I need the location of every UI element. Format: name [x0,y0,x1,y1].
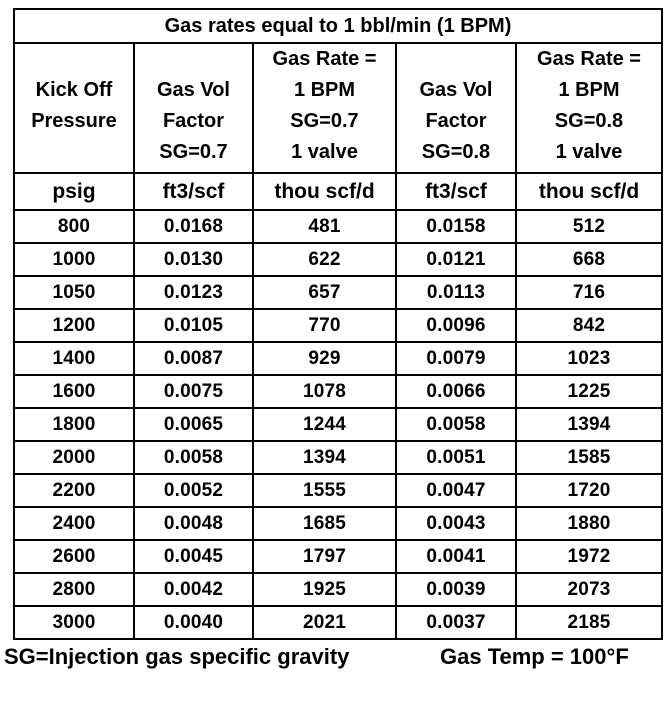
table-row: 1800 0.0065 1244 0.0058 1394 [13,407,663,442]
table-row: 3000 0.0040 2021 0.0037 2185 [13,605,663,640]
cell-rate-sg07: 481 [252,209,397,244]
cell-rate-sg07: 1078 [252,374,397,409]
cell-rate-sg08: 512 [515,209,663,244]
cell-gvf-sg08: 0.0058 [395,407,517,442]
unit-psig: psig [13,172,135,211]
col-header-gas-vol-factor-sg07: Gas Vol Factor SG=0.7 [133,42,254,174]
cell-rate-sg08: 1720 [515,473,663,508]
cell-gvf-sg08: 0.0158 [395,209,517,244]
cell-rate-sg08: 1394 [515,407,663,442]
cell-gvf-sg08: 0.0066 [395,374,517,409]
cell-gvf-sg07: 0.0040 [133,605,254,640]
cell-pressure: 1600 [13,374,135,409]
header-row: Kick Off Pressure Gas Vol Factor SG=0.7 … [13,42,663,174]
cell-rate-sg08: 1225 [515,374,663,409]
cell-gvf-sg07: 0.0048 [133,506,254,541]
cell-pressure: 2600 [13,539,135,574]
table-row: 1600 0.0075 1078 0.0066 1225 [13,374,663,409]
cell-gvf-sg07: 0.0058 [133,440,254,475]
table-row: 1000 0.0130 622 0.0121 668 [13,242,663,277]
cell-rate-sg07: 1555 [252,473,397,508]
cell-gvf-sg08: 0.0047 [395,473,517,508]
table-row: 800 0.0168 481 0.0158 512 [13,209,663,244]
cell-gvf-sg08: 0.0041 [395,539,517,574]
cell-gvf-sg08: 0.0113 [395,275,517,310]
col-header-gas-rate-sg08: Gas Rate = 1 BPM SG=0.8 1 valve [515,42,663,174]
footnote-row: SG=Injection gas specific gravity Gas Te… [4,644,672,670]
cell-rate-sg07: 929 [252,341,397,376]
cell-pressure: 1050 [13,275,135,310]
cell-rate-sg07: 2021 [252,605,397,640]
cell-pressure: 2200 [13,473,135,508]
cell-gvf-sg08: 0.0039 [395,572,517,607]
cell-pressure: 800 [13,209,135,244]
cell-rate-sg08: 1585 [515,440,663,475]
cell-rate-sg08: 2185 [515,605,663,640]
cell-pressure: 2800 [13,572,135,607]
cell-gvf-sg07: 0.0045 [133,539,254,574]
unit-thou-scfd-sg07: thou scf/d [252,172,397,211]
cell-gvf-sg07: 0.0087 [133,341,254,376]
gas-rates-table: Gas rates equal to 1 bbl/min (1 BPM) Kic… [13,8,663,640]
cell-gvf-sg08: 0.0096 [395,308,517,343]
cell-gvf-sg07: 0.0105 [133,308,254,343]
cell-rate-sg07: 1244 [252,407,397,442]
cell-gvf-sg07: 0.0130 [133,242,254,277]
cell-pressure: 2000 [13,440,135,475]
cell-pressure: 2400 [13,506,135,541]
table-row: 1200 0.0105 770 0.0096 842 [13,308,663,343]
table-row: 2800 0.0042 1925 0.0039 2073 [13,572,663,607]
cell-rate-sg07: 1797 [252,539,397,574]
col-header-gas-rate-sg07: Gas Rate = 1 BPM SG=0.7 1 valve [252,42,397,174]
cell-rate-sg08: 1972 [515,539,663,574]
cell-pressure: 1400 [13,341,135,376]
units-row: psig ft3/scf thou scf/d ft3/scf thou scf… [13,172,663,211]
cell-rate-sg08: 1880 [515,506,663,541]
cell-rate-sg08: 842 [515,308,663,343]
cell-pressure: 1000 [13,242,135,277]
cell-rate-sg07: 770 [252,308,397,343]
cell-rate-sg08: 716 [515,275,663,310]
cell-gvf-sg08: 0.0051 [395,440,517,475]
cell-rate-sg07: 1685 [252,506,397,541]
table-row: 1400 0.0087 929 0.0079 1023 [13,341,663,376]
unit-ft3scf-sg07: ft3/scf [133,172,254,211]
cell-rate-sg08: 2073 [515,572,663,607]
cell-gvf-sg07: 0.0052 [133,473,254,508]
table-body: 800 0.0168 481 0.0158 512 1000 0.0130 622 0.0121… [13,209,663,640]
title-row: Gas rates equal to 1 bbl/min (1 BPM) [13,8,663,44]
cell-gvf-sg08: 0.0043 [395,506,517,541]
table-row: 1050 0.0123 657 0.0113 716 [13,275,663,310]
cell-rate-sg08: 1023 [515,341,663,376]
sg-definition-note: SG=Injection gas specific gravity [4,644,350,669]
cell-gvf-sg08: 0.0079 [395,341,517,376]
table-title: Gas rates equal to 1 bbl/min (1 BPM) [13,8,663,44]
cell-gvf-sg07: 0.0168 [133,209,254,244]
cell-gvf-sg07: 0.0123 [133,275,254,310]
cell-rate-sg07: 657 [252,275,397,310]
unit-ft3scf-sg08: ft3/scf [395,172,517,211]
cell-gvf-sg07: 0.0042 [133,572,254,607]
cell-rate-sg07: 622 [252,242,397,277]
table-row: 2200 0.0052 1555 0.0047 1720 [13,473,663,508]
gas-temp-note: Gas Temp = 100°F [440,644,629,669]
col-header-gas-vol-factor-sg08: Gas Vol Factor SG=0.8 [395,42,517,174]
cell-rate-sg07: 1925 [252,572,397,607]
table-row: 2400 0.0048 1685 0.0043 1880 [13,506,663,541]
cell-pressure: 1800 [13,407,135,442]
unit-thou-scfd-sg08: thou scf/d [515,172,663,211]
table-row: 2600 0.0045 1797 0.0041 1972 [13,539,663,574]
table-row: 2000 0.0058 1394 0.0051 1585 [13,440,663,475]
cell-pressure: 3000 [13,605,135,640]
cell-rate-sg07: 1394 [252,440,397,475]
cell-gvf-sg08: 0.0121 [395,242,517,277]
cell-gvf-sg07: 0.0075 [133,374,254,409]
cell-pressure: 1200 [13,308,135,343]
cell-rate-sg08: 668 [515,242,663,277]
col-header-kick-off-pressure: Kick Off Pressure [13,42,135,174]
cell-gvf-sg07: 0.0065 [133,407,254,442]
cell-gvf-sg08: 0.0037 [395,605,517,640]
